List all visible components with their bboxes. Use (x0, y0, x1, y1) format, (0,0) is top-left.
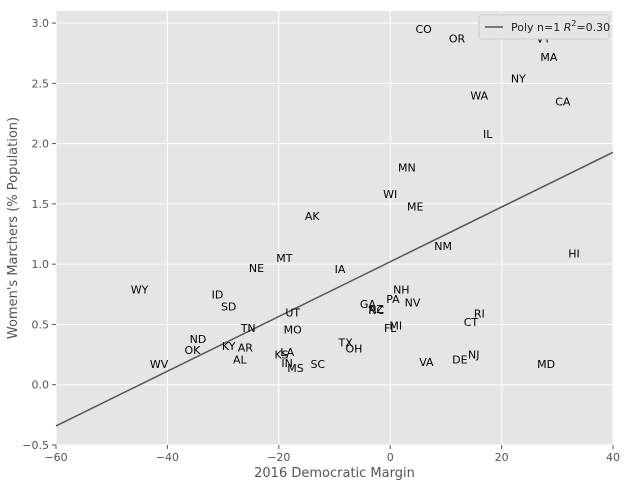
state-label-nh: NH (393, 283, 410, 296)
state-label-pa: PA (386, 293, 400, 306)
state-label-mn: MN (398, 162, 416, 175)
state-label-al: AL (233, 353, 248, 366)
y-tick-label: 2.5 (32, 77, 50, 90)
state-label-wy: WY (131, 283, 149, 296)
state-label-mt: MT (276, 252, 292, 265)
state-label-nj: NJ (468, 349, 479, 362)
y-tick-label: 0.5 (32, 318, 50, 331)
state-label-hi: HI (568, 247, 580, 260)
x-axis-title: 2016 Democratic Margin (254, 466, 415, 481)
state-label-tx: TX (338, 337, 354, 350)
state-label-ut: UT (285, 306, 300, 319)
state-label-nd: ND (190, 333, 207, 346)
state-label-wi: WI (383, 188, 397, 201)
state-label-nv: NV (405, 297, 421, 310)
legend-label: Poly n=1 R2=0.30 (511, 19, 610, 34)
state-label-ny: NY (511, 73, 526, 86)
state-label-tn: TN (240, 322, 256, 335)
x-tick-label: 0 (387, 451, 394, 464)
fit-line (55, 151, 614, 427)
state-label-va: VA (419, 356, 434, 369)
y-axis-title: Women's Marchers (% Population) (6, 117, 21, 339)
state-label-de: DE (452, 353, 467, 366)
axes: −60 −40 −20 0 20 40 −0.5 0.0 0.5 1.0 1.5 2.0 2.5 3.0 (22, 17, 620, 464)
state-label-mo: MO (284, 323, 302, 336)
state-label-ga: GA (360, 298, 377, 311)
x-tick-label: −40 (156, 451, 179, 464)
state-label-la: LA (280, 346, 294, 359)
state-label-ok: OK (185, 344, 202, 357)
state-label-sc: SC (310, 358, 325, 371)
state-label-me: ME (407, 200, 423, 213)
state-label-wa: WA (470, 89, 488, 102)
x-tick-label: −60 (44, 451, 67, 464)
x-tick-label: 20 (495, 451, 509, 464)
x-tick-label: 40 (606, 451, 620, 464)
state-label-ms: MS (287, 362, 303, 375)
state-label-md: MD (537, 358, 555, 371)
state-label-ks: KS (274, 349, 288, 362)
state-label-fl: FL (384, 322, 397, 335)
state-label-ct: CT (464, 316, 479, 329)
x-tick-label: −20 (267, 451, 290, 464)
state-label-ar: AR (238, 341, 254, 354)
y-tick-label: 1.5 (32, 198, 50, 211)
legend-box (478, 14, 610, 40)
state-label-ri: RI (474, 308, 485, 321)
state-label-sd: SD (221, 300, 236, 313)
state-label-ne: NE (249, 262, 264, 275)
data-labels: COORVTMANYWACAILMNWIMEAKNMHIMTNEIAWYIDNH… (131, 23, 580, 375)
y-tick-label: 3.0 (32, 17, 50, 30)
plot-background (56, 11, 613, 445)
state-label-nm: NM (434, 240, 452, 253)
state-label-az: AZ (369, 303, 385, 316)
y-tick-label: 2.0 (32, 138, 50, 151)
state-label-wv: WV (150, 358, 169, 371)
state-label-in: IN (281, 357, 292, 370)
state-label-ia: IA (335, 263, 346, 276)
state-label-or: OR (449, 33, 466, 46)
state-label-ca: CA (555, 95, 571, 108)
state-label-ma: MA (540, 51, 557, 64)
legend: Poly n=1 R2=0.30 (478, 14, 610, 40)
y-tick-label: 1.0 (32, 258, 50, 271)
state-label-oh: OH (346, 343, 363, 356)
state-label-id: ID (212, 288, 224, 301)
state-label-il: IL (483, 128, 493, 141)
y-tick-label: 0.0 (32, 379, 50, 392)
fit-line-group (55, 151, 614, 427)
y-tick-label: −0.5 (22, 439, 49, 452)
state-label-co: CO (415, 23, 432, 36)
state-label-ak: AK (305, 210, 321, 223)
state-label-mi: MI (389, 320, 402, 333)
state-label-nc: NC (368, 304, 384, 317)
state-label-ky: KY (222, 340, 236, 353)
